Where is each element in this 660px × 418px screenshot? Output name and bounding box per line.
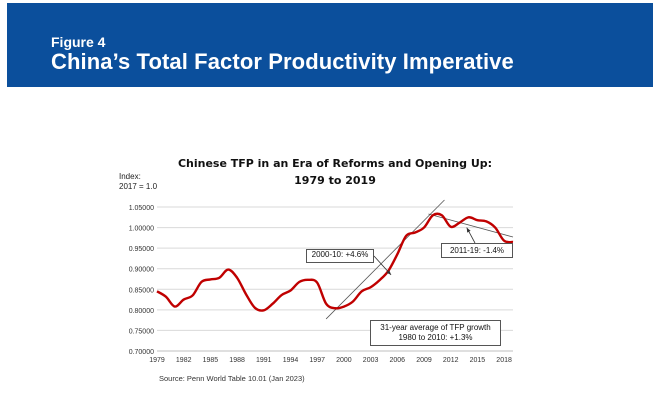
y-tick-label: 1.00000 xyxy=(129,226,154,233)
x-tick-label: 1988 xyxy=(229,357,245,364)
x-tick-label: 1991 xyxy=(256,357,272,364)
annotation-2000-10-arrow-head xyxy=(386,270,392,275)
figure-title: China’s Total Factor Productivity Impera… xyxy=(51,49,514,74)
source-note: Source: Penn World Table 10.01 (Jan 2023… xyxy=(159,374,305,383)
x-tick-label: 1985 xyxy=(203,357,219,364)
x-tick-label: 2003 xyxy=(363,357,379,364)
y-tick-label: 0.90000 xyxy=(129,267,154,274)
y-tick-label: 1.05000 xyxy=(129,205,154,212)
trend-line xyxy=(325,199,445,320)
annotation-2011-19-arrow-head xyxy=(466,227,471,233)
chart-title: Chinese TFP in an Era of Reforms and Ope… xyxy=(177,157,493,170)
x-tick-label: 1979 xyxy=(149,357,165,364)
tfp-series-line xyxy=(156,212,514,312)
chart-subtitle: 1979 to 2019 xyxy=(294,174,376,187)
annotation-31-year-line2: 1980 to 2010: +1.3% xyxy=(398,333,473,342)
y-tick-label: 0.95000 xyxy=(129,246,154,253)
x-tick-label: 2000 xyxy=(336,357,352,364)
x-tick-label: 1997 xyxy=(309,357,325,364)
x-tick-label: 1982 xyxy=(176,357,192,364)
x-tick-label: 2018 xyxy=(496,357,512,364)
y-axis-label: Index: xyxy=(119,172,141,181)
figure-label: Figure 4 xyxy=(51,34,106,50)
x-tick-label: 2006 xyxy=(390,357,406,364)
annotation-31-year-line1: 31-year average of TFP growth xyxy=(380,323,491,332)
x-tick-label: 2012 xyxy=(443,357,459,364)
x-tick-label: 1994 xyxy=(283,357,299,364)
y-tick-label: 0.85000 xyxy=(129,287,154,294)
header-banner: Figure 4 China’s Total Factor Productivi… xyxy=(7,3,653,87)
y-tick-label: 0.75000 xyxy=(129,328,154,335)
y-axis-label-unit: 2017 = 1.0 xyxy=(119,182,158,191)
y-tick-label: 0.80000 xyxy=(129,308,154,315)
annotation-2000-10: 2000-10: +4.6% xyxy=(306,249,374,263)
y-tick-label: 0.70000 xyxy=(129,349,154,356)
x-tick-label: 2015 xyxy=(470,357,486,364)
annotation-31-year-average: 31-year average of TFP growth 1980 to 20… xyxy=(370,320,501,346)
annotation-2011-19: 2011-19: -1.4% xyxy=(441,243,513,258)
x-tick-label: 2009 xyxy=(416,357,432,364)
